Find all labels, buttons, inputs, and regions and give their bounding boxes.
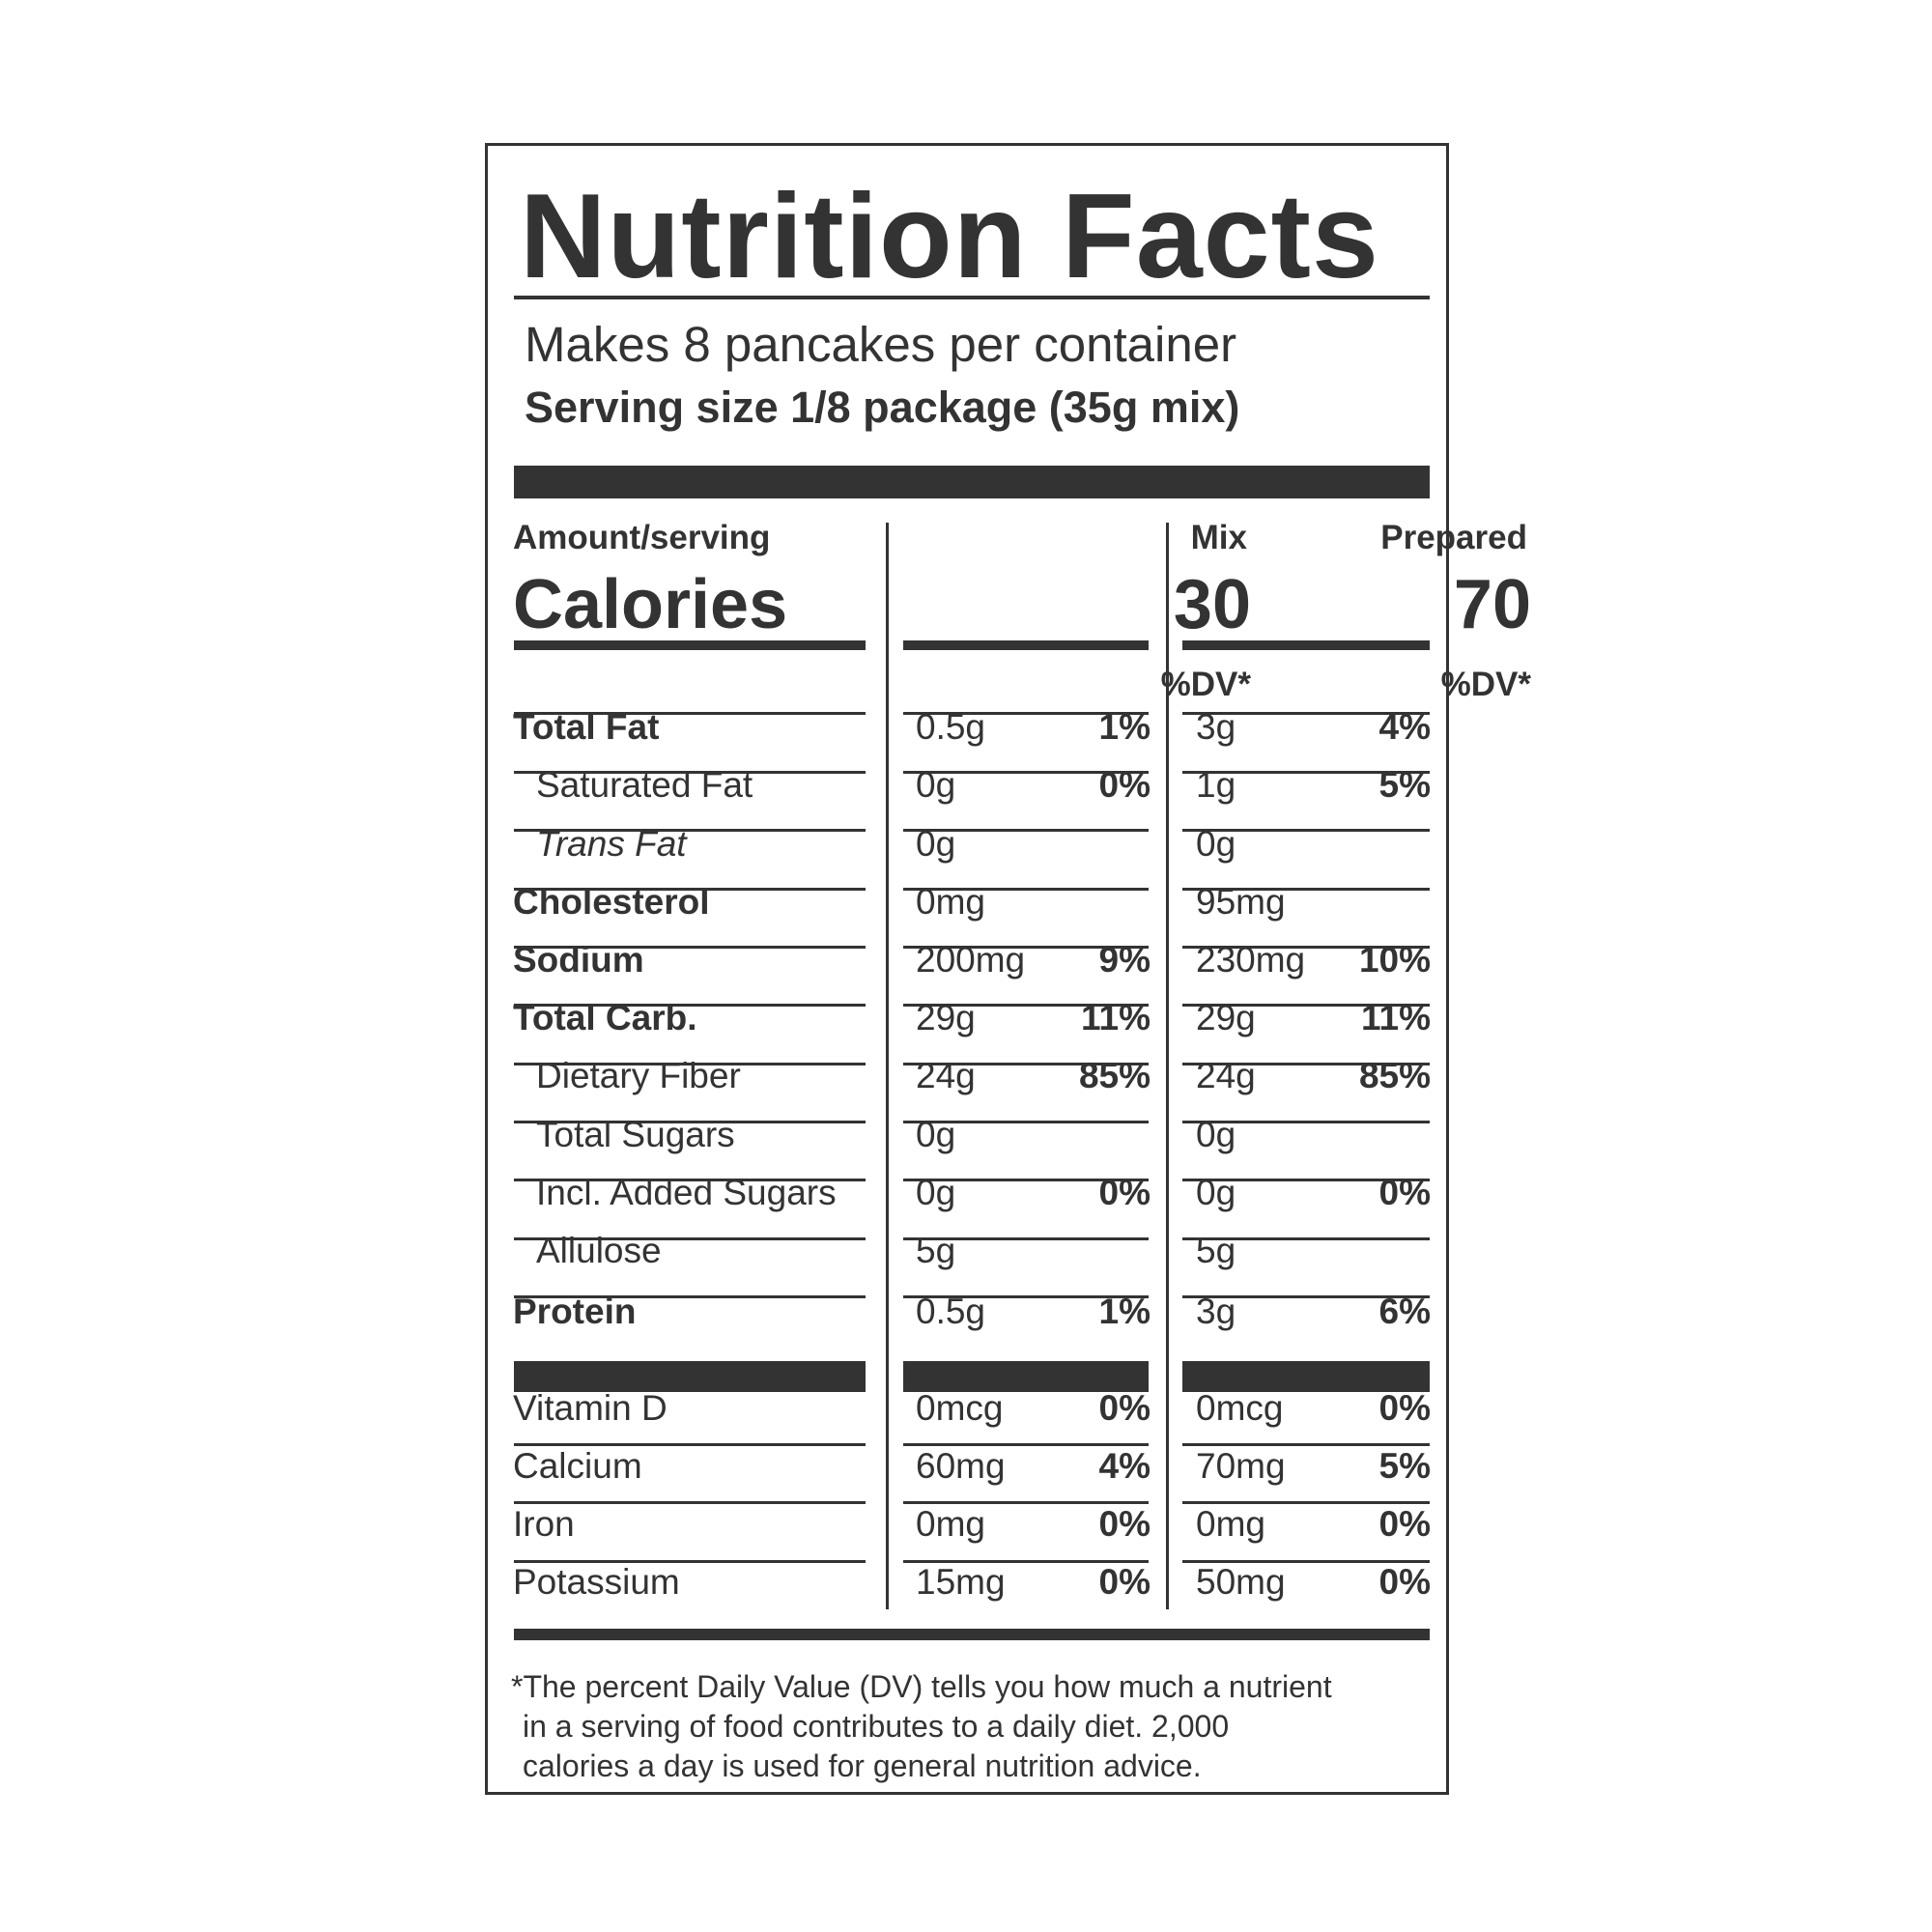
prepared-amount: 5g — [1196, 1231, 1236, 1270]
row-separator — [903, 1063, 1149, 1065]
row-separator — [514, 1121, 866, 1123]
vitamin-thick-bar-left — [514, 1361, 866, 1392]
row-separator — [1182, 1179, 1430, 1181]
prepared-calories-value: 70 — [1453, 566, 1531, 643]
row-separator — [903, 829, 1149, 832]
row-separator — [1182, 1063, 1430, 1065]
prepared-dv-header: %DV* — [1440, 666, 1531, 703]
prepared-dv: 85% — [1358, 1056, 1431, 1095]
row-separator — [514, 1004, 866, 1007]
column-divider-prepared — [1166, 523, 1169, 1609]
serving-size: Serving size 1/8 package (35g mix) — [525, 383, 1240, 432]
mix-amount: 0mg — [916, 1504, 985, 1544]
row-separator — [1182, 1443, 1430, 1446]
row-separator — [1182, 888, 1430, 891]
row-separator — [1182, 771, 1430, 774]
row-separator — [903, 1295, 1149, 1298]
row-separator — [1182, 829, 1430, 832]
mix-calories-value: 30 — [1173, 566, 1251, 643]
row-separator — [903, 1501, 1149, 1504]
row-separator — [514, 771, 866, 774]
footnote-line: *The percent Daily Value (DV) tells you … — [511, 1669, 1332, 1704]
mix-column-header: Mix — [1190, 519, 1247, 556]
row-separator — [1182, 1295, 1430, 1298]
row-separator — [903, 771, 1149, 774]
row-separator — [514, 946, 866, 949]
row-separator — [1182, 1004, 1430, 1007]
nutrient-label: Vitamin D — [513, 1388, 668, 1428]
prepared-dv: 0% — [1378, 1504, 1431, 1544]
row-separator — [903, 1560, 1149, 1563]
row-separator — [1182, 946, 1430, 949]
prepared-dv: 5% — [1378, 1446, 1431, 1486]
row-separator — [903, 1121, 1149, 1123]
nutrient-label: Allulose — [536, 1231, 662, 1270]
column-divider-mix — [886, 523, 889, 1609]
servings-per-container: Makes 8 pancakes per container — [525, 317, 1237, 372]
row-separator — [1182, 1560, 1430, 1563]
nutrition-facts-panel: Nutrition Facts Makes 8 pancakes per con… — [485, 143, 1531, 1795]
row-separator — [1182, 1121, 1430, 1123]
row-separator — [1182, 712, 1430, 715]
row-separator — [514, 1063, 866, 1065]
amount-per-serving-label: Amount/serving — [513, 519, 771, 556]
row-separator — [903, 712, 1149, 715]
calories-rule-prepared — [1182, 640, 1430, 650]
nutrient-label: Calcium — [513, 1446, 642, 1486]
nutrient-label: Iron — [513, 1504, 575, 1544]
row-separator — [514, 1560, 866, 1563]
row-separator — [514, 1443, 866, 1446]
calories-label: Calories — [513, 566, 788, 643]
mix-dv: 4% — [1098, 1446, 1151, 1486]
title-rule — [514, 296, 1430, 299]
mix-amount: 24g — [916, 1056, 976, 1095]
mix-dv-header: %DV* — [1160, 666, 1251, 703]
calories-rule-mix — [903, 640, 1149, 650]
row-separator — [903, 1237, 1149, 1240]
prepared-amount: 0mcg — [1196, 1388, 1284, 1428]
row-separator — [514, 1295, 866, 1298]
mix-dv: 85% — [1078, 1056, 1151, 1095]
prepared-amount: 70mg — [1196, 1446, 1286, 1486]
mix-amount: 5g — [916, 1231, 956, 1270]
vitamin-thick-bar-prepared — [1182, 1361, 1430, 1392]
mix-dv: 0% — [1098, 1504, 1151, 1544]
prepared-column-header: Prepared — [1380, 519, 1527, 556]
nutrient-label: Potassium — [513, 1562, 680, 1602]
vitamin-thick-bar-mix — [903, 1361, 1149, 1392]
serving-thick-bar — [514, 466, 1430, 498]
mix-dv: 0% — [1098, 1388, 1151, 1428]
row-separator — [903, 946, 1149, 949]
daily-value-footnote: *The percent Daily Value (DV) tells you … — [511, 1667, 1332, 1786]
row-separator — [1182, 1501, 1430, 1504]
calories-rule-left — [514, 640, 866, 650]
row-separator — [903, 888, 1149, 891]
row-separator — [514, 1501, 866, 1504]
prepared-dv: 0% — [1378, 1562, 1431, 1602]
prepared-amount: 24g — [1196, 1056, 1256, 1095]
bottom-thick-rule — [514, 1629, 1430, 1640]
row-separator — [514, 888, 866, 891]
row-separator — [903, 1179, 1149, 1181]
row-separator — [903, 1004, 1149, 1007]
prepared-amount: 0mg — [1196, 1504, 1265, 1544]
panel-title: Nutrition Facts — [520, 170, 1379, 303]
row-separator — [1182, 1237, 1430, 1240]
mix-dv: 0% — [1098, 1562, 1151, 1602]
row-separator — [514, 1237, 866, 1240]
prepared-amount: 50mg — [1196, 1562, 1286, 1602]
footnote-line: in a serving of food contributes to a da… — [523, 1709, 1230, 1744]
row-separator — [903, 1443, 1149, 1446]
nutrient-label: Dietary Fiber — [536, 1056, 741, 1095]
row-separator — [514, 1179, 866, 1181]
mix-amount: 15mg — [916, 1562, 1006, 1602]
mix-amount: 60mg — [916, 1446, 1006, 1486]
prepared-dv: 0% — [1378, 1388, 1431, 1428]
row-separator — [514, 712, 866, 715]
mix-amount: 0mcg — [916, 1388, 1004, 1428]
footnote-line: calories a day is used for general nutri… — [523, 1748, 1202, 1783]
row-separator — [514, 829, 866, 832]
